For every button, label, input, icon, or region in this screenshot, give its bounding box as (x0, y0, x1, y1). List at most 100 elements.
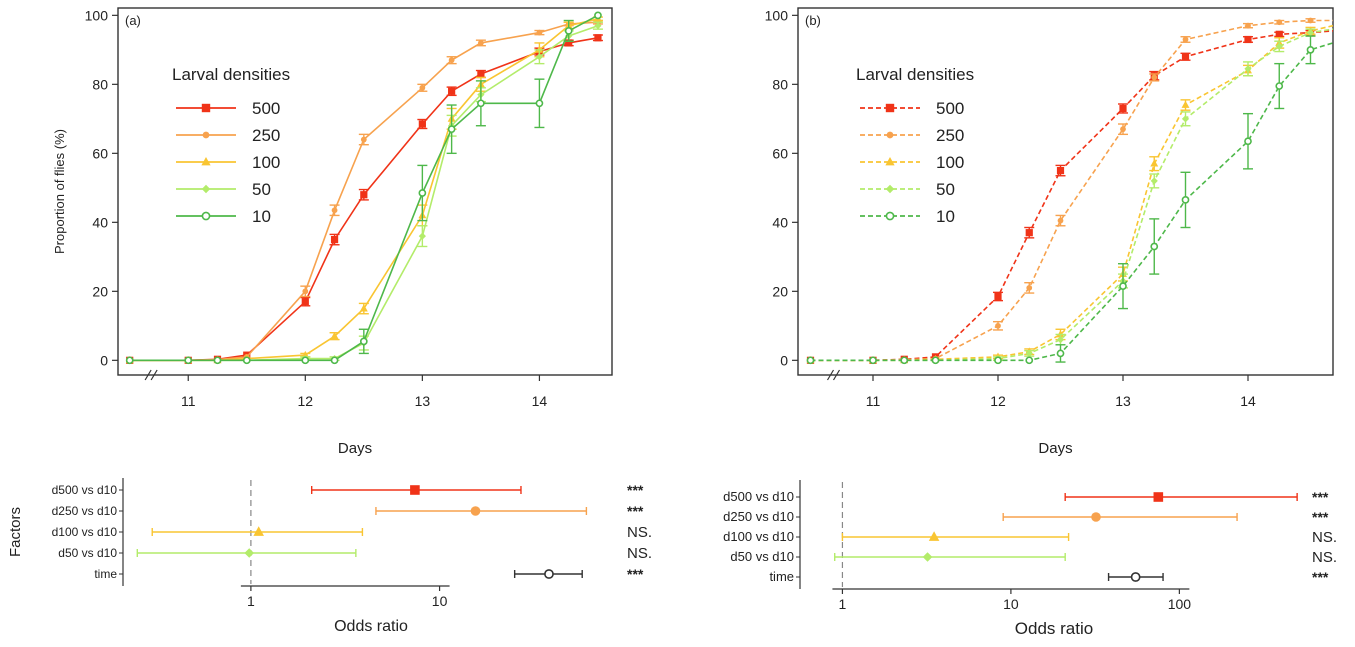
legend-swatch-marker (885, 211, 895, 221)
estimate-point (1153, 492, 1164, 502)
data-point (477, 70, 485, 78)
forest-row: d500 vs d10 *** (723, 489, 1329, 505)
legend-swatch-marker (886, 131, 894, 139)
legend-title: Larval densities (856, 65, 974, 84)
panel-label: (a) (125, 13, 141, 28)
x-tick-label: 13 (1115, 393, 1131, 409)
data-point (1119, 282, 1127, 291)
data-point (900, 356, 909, 365)
estimate-point (410, 485, 420, 495)
data-point (1245, 22, 1251, 29)
panel-label: (b) (805, 13, 821, 28)
x-tick-label: 10 (1003, 596, 1019, 612)
data-point (535, 45, 544, 53)
data-point (418, 120, 426, 128)
estimate-point (928, 531, 940, 541)
axis-break-mark (144, 369, 152, 381)
y-tick-label: 0 (780, 352, 788, 368)
row-label: d500 vs d10 (723, 489, 794, 504)
y-tick-label: 60 (772, 145, 788, 161)
data-point (994, 292, 1002, 301)
legend-swatch-marker (202, 131, 210, 139)
series-10 (806, 35, 1334, 365)
y-tick-label: 40 (772, 214, 788, 230)
y-tick-label: 100 (85, 7, 109, 23)
significance-label: *** (627, 482, 644, 498)
estimate-point (544, 569, 554, 579)
y-axis-title: Factors (7, 507, 24, 557)
estimate-point (922, 552, 933, 562)
legend-title: Larval densities (172, 65, 290, 84)
x-tick-label: 14 (532, 393, 548, 409)
data-point (535, 53, 544, 61)
data-point (1244, 35, 1252, 44)
y-tick-label: 40 (92, 214, 108, 230)
significance-label: *** (627, 566, 644, 582)
data-point (330, 356, 339, 365)
x-tick-label: 11 (866, 393, 881, 409)
significance-label: NS. (627, 545, 652, 562)
data-point (1025, 356, 1034, 365)
data-point (1306, 45, 1315, 54)
x-axis-title: Odds ratio (334, 618, 408, 635)
x-axis-title: Odds ratio (1015, 619, 1093, 638)
line-chart-b: 0 20 40 60 80 100 11 12 13 14 (b) Days Larval densit… (765, 7, 1334, 457)
data-point (565, 39, 573, 47)
data-point (418, 232, 426, 240)
data-point (184, 356, 193, 365)
row-label: d250 vs d10 (52, 504, 118, 518)
data-point (360, 191, 368, 199)
data-point (359, 304, 368, 312)
row-label: d100 vs d10 (52, 525, 118, 539)
data-point (535, 99, 544, 108)
y-tick-label: 0 (100, 352, 108, 368)
legend-swatch-marker (885, 156, 895, 166)
data-point (213, 356, 222, 365)
plot-frame (117, 7, 613, 376)
data-point (594, 34, 602, 42)
axis-break-mark (832, 369, 841, 381)
significance-label: NS. (627, 524, 652, 541)
significance-label: *** (1312, 509, 1329, 525)
row-label: d100 vs d10 (723, 529, 794, 544)
data-point (301, 298, 309, 306)
forest-row: d50 vs d10 NS. (58, 545, 652, 562)
x-tick-label: 12 (298, 393, 314, 409)
data-point (594, 11, 602, 20)
data-point (419, 84, 426, 91)
data-point (1306, 28, 1315, 37)
data-point (242, 356, 251, 365)
data-point (1244, 65, 1252, 73)
y-tick-label: 20 (92, 283, 108, 299)
forest-row: d500 vs d10 *** (52, 482, 644, 498)
data-point (447, 125, 456, 134)
legend-swatch-marker (885, 103, 895, 113)
data-point (331, 207, 338, 214)
data-point (1181, 100, 1190, 108)
x-tick-label: 13 (415, 393, 431, 409)
y-tick-label: 100 (765, 7, 789, 23)
data-point (448, 87, 456, 95)
row-label: d50 vs d10 (58, 546, 117, 560)
data-point (1244, 137, 1252, 146)
data-point (302, 288, 309, 295)
legend-label: 500 (252, 99, 280, 118)
data-point (1150, 159, 1159, 167)
y-tick-label: 60 (92, 145, 108, 161)
data-point (1025, 229, 1033, 237)
x-tick-label: 1 (839, 596, 847, 612)
x-tick-label: 12 (990, 393, 1006, 409)
data-point (1056, 330, 1065, 338)
estimate-point (1091, 512, 1101, 522)
forest-row: d50 vs d10 NS. (730, 549, 1337, 566)
significance-label: *** (627, 503, 644, 519)
data-point (1025, 349, 1033, 358)
data-point (1307, 17, 1314, 24)
data-point (995, 322, 1001, 329)
forest-row: d250 vs d10 *** (52, 503, 644, 519)
data-point (1057, 217, 1064, 224)
data-point (1275, 42, 1283, 50)
forest-plot-a: 1 10 d500 vs d10 *** d250 vs d10 *** d100 vs d… (7, 478, 652, 635)
